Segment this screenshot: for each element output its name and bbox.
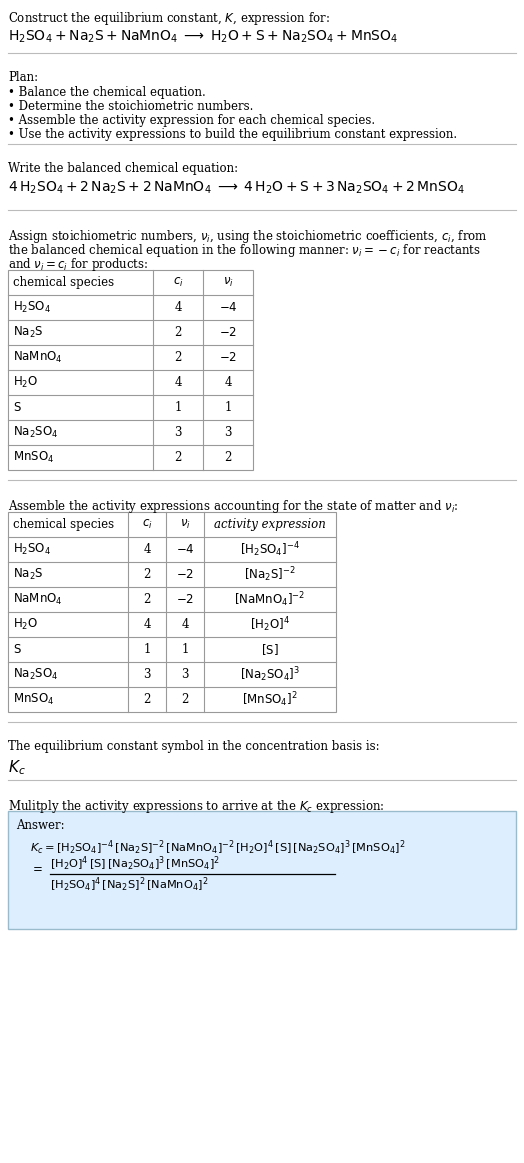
Text: Write the balanced chemical equation:: Write the balanced chemical equation: xyxy=(8,162,238,174)
Text: 2: 2 xyxy=(174,451,182,464)
Text: $-2$: $-2$ xyxy=(176,593,194,606)
Text: $[\mathrm{H_2O}]^4$: $[\mathrm{H_2O}]^4$ xyxy=(250,615,290,634)
Text: $\nu_i$: $\nu_i$ xyxy=(223,276,233,290)
Text: $\mathrm{H_2O}$: $\mathrm{H_2O}$ xyxy=(13,374,38,390)
Text: $\mathrm{NaMnO_4}$: $\mathrm{NaMnO_4}$ xyxy=(13,592,63,607)
Text: $\mathrm{H_2SO_4}$: $\mathrm{H_2SO_4}$ xyxy=(13,542,51,557)
Text: the balanced chemical equation in the following manner: $\nu_i = -c_i$ for react: the balanced chemical equation in the fo… xyxy=(8,242,481,259)
Text: $[\mathrm{Na_2S}]^{-2}$: $[\mathrm{Na_2S}]^{-2}$ xyxy=(244,565,296,584)
Text: Answer:: Answer: xyxy=(16,819,64,832)
Text: 1: 1 xyxy=(224,401,232,414)
Text: $\mathrm{H_2SO_4}$: $\mathrm{H_2SO_4}$ xyxy=(13,300,51,315)
Text: 3: 3 xyxy=(181,668,189,682)
Text: 4: 4 xyxy=(181,618,189,632)
Text: and $\nu_i = c_i$ for products:: and $\nu_i = c_i$ for products: xyxy=(8,256,148,273)
Text: 4: 4 xyxy=(174,301,182,314)
Text: Construct the equilibrium constant, $K$, expression for:: Construct the equilibrium constant, $K$,… xyxy=(8,10,330,27)
Text: activity expression: activity expression xyxy=(214,518,326,531)
Text: $\mathrm{Na_2S}$: $\mathrm{Na_2S}$ xyxy=(13,566,43,582)
Text: $4\,\mathrm{H_2SO_4 + 2\,Na_2S + 2\,NaMnO_4}$$\;\longrightarrow\;$$4\,\mathrm{H_: $4\,\mathrm{H_2SO_4 + 2\,Na_2S + 2\,NaMn… xyxy=(8,180,465,197)
Text: chemical species: chemical species xyxy=(13,276,114,288)
Text: Mulitply the activity expressions to arrive at the $K_c$ expression:: Mulitply the activity expressions to arr… xyxy=(8,798,385,815)
Text: $=$: $=$ xyxy=(30,861,43,875)
Text: 1: 1 xyxy=(174,401,182,414)
Text: $-2$: $-2$ xyxy=(219,351,237,364)
Text: $\mathrm{MnSO_4}$: $\mathrm{MnSO_4}$ xyxy=(13,450,54,465)
Text: $\mathrm{NaMnO_4}$: $\mathrm{NaMnO_4}$ xyxy=(13,350,63,365)
Text: $\mathrm{S}$: $\mathrm{S}$ xyxy=(13,643,22,656)
Text: $c_i$: $c_i$ xyxy=(172,276,183,290)
Text: 4: 4 xyxy=(174,376,182,388)
Text: $c_i$: $c_i$ xyxy=(141,518,152,531)
Text: 3: 3 xyxy=(174,426,182,438)
Text: $[\mathrm{H_2SO_4}]^{-4}$: $[\mathrm{H_2SO_4}]^{-4}$ xyxy=(240,540,300,559)
Text: $[\mathrm{MnSO_4}]^2$: $[\mathrm{MnSO_4}]^2$ xyxy=(242,690,298,709)
Text: 2: 2 xyxy=(174,351,182,364)
Text: Plan:: Plan: xyxy=(8,71,38,84)
Text: 2: 2 xyxy=(143,593,151,606)
Text: $[\mathrm{H_2SO_4}]^4$$\,[\mathrm{Na_2S}]^2$$\,[\mathrm{NaMnO_4}]^2$: $[\mathrm{H_2SO_4}]^4$$\,[\mathrm{Na_2S}… xyxy=(50,876,209,894)
Text: $\mathrm{H_2SO_4 + Na_2S + NaMnO_4}$$\;\longrightarrow\;$$\mathrm{H_2O + S + Na_: $\mathrm{H_2SO_4 + Na_2S + NaMnO_4}$$\;\… xyxy=(8,29,398,45)
Text: $-4$: $-4$ xyxy=(219,301,237,314)
Text: 2: 2 xyxy=(143,568,151,582)
Text: 4: 4 xyxy=(143,618,151,632)
Text: $\mathrm{Na_2SO_4}$: $\mathrm{Na_2SO_4}$ xyxy=(13,666,58,682)
Bar xyxy=(8,270,253,470)
Text: • Use the activity expressions to build the equilibrium constant expression.: • Use the activity expressions to build … xyxy=(8,128,457,141)
Text: 3: 3 xyxy=(224,426,232,438)
Text: $\mathrm{S}$: $\mathrm{S}$ xyxy=(13,401,22,414)
Text: • Assemble the activity expression for each chemical species.: • Assemble the activity expression for e… xyxy=(8,114,375,127)
Text: $[\mathrm{NaMnO_4}]^{-2}$: $[\mathrm{NaMnO_4}]^{-2}$ xyxy=(234,590,305,609)
FancyBboxPatch shape xyxy=(8,811,516,929)
Text: 1: 1 xyxy=(143,643,151,656)
Text: $\mathrm{Na_2S}$: $\mathrm{Na_2S}$ xyxy=(13,324,43,340)
Bar xyxy=(8,512,336,712)
Text: The equilibrium constant symbol in the concentration basis is:: The equilibrium constant symbol in the c… xyxy=(8,740,379,752)
Text: 2: 2 xyxy=(224,451,232,464)
Text: Assign stoichiometric numbers, $\nu_i$, using the stoichiometric coefficients, $: Assign stoichiometric numbers, $\nu_i$, … xyxy=(8,228,488,245)
Text: 2: 2 xyxy=(174,326,182,338)
Text: $\mathrm{H_2O}$: $\mathrm{H_2O}$ xyxy=(13,616,38,632)
Text: 2: 2 xyxy=(181,693,189,706)
Text: $\mathrm{MnSO_4}$: $\mathrm{MnSO_4}$ xyxy=(13,692,54,707)
Text: 4: 4 xyxy=(224,376,232,388)
Text: $[\mathrm{H_2O}]^4$$\,[\mathrm{S}]$$\,[\mathrm{Na_2SO_4}]^3$$\,[\mathrm{MnSO_4}]: $[\mathrm{H_2O}]^4$$\,[\mathrm{S}]$$\,[\… xyxy=(50,855,220,873)
Text: $K_c$: $K_c$ xyxy=(8,758,26,777)
Text: $[\mathrm{Na_2SO_4}]^3$: $[\mathrm{Na_2SO_4}]^3$ xyxy=(240,665,300,684)
Text: Assemble the activity expressions accounting for the state of matter and $\nu_i$: Assemble the activity expressions accoun… xyxy=(8,498,458,515)
Text: 3: 3 xyxy=(143,668,151,682)
Text: • Determine the stoichiometric numbers.: • Determine the stoichiometric numbers. xyxy=(8,100,254,113)
Text: chemical species: chemical species xyxy=(13,518,114,531)
Text: $[\mathrm{S}]$: $[\mathrm{S}]$ xyxy=(261,642,279,657)
Text: 1: 1 xyxy=(181,643,189,656)
Text: • Balance the chemical equation.: • Balance the chemical equation. xyxy=(8,86,206,99)
Text: $-4$: $-4$ xyxy=(176,543,194,556)
Text: 4: 4 xyxy=(143,543,151,556)
Text: $-2$: $-2$ xyxy=(176,568,194,582)
Text: $-2$: $-2$ xyxy=(219,326,237,338)
Text: $\nu_i$: $\nu_i$ xyxy=(180,518,190,531)
Text: $\mathrm{Na_2SO_4}$: $\mathrm{Na_2SO_4}$ xyxy=(13,424,58,440)
Text: $K_c = [\mathrm{H_2SO_4}]^{-4}$$\,[\mathrm{Na_2S}]^{-2}$$\,[\mathrm{NaMnO_4}]^{-: $K_c = [\mathrm{H_2SO_4}]^{-4}$$\,[\math… xyxy=(30,839,405,857)
Text: 2: 2 xyxy=(143,693,151,706)
